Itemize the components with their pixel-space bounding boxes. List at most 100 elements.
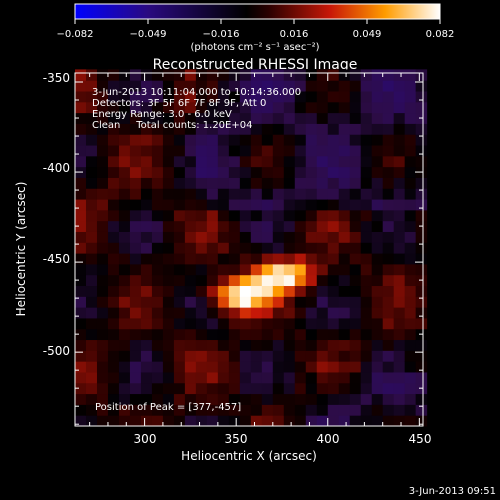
heatmap-cell (151, 415, 164, 427)
heatmap-cell (338, 415, 351, 427)
x-axis-label: Heliocentric X (arcsec) (181, 449, 317, 463)
heatmap-cell (129, 242, 142, 254)
heatmap-cell (415, 188, 428, 200)
heatmap-cell (283, 177, 296, 189)
heatmap-cell (415, 123, 428, 135)
heatmap-cell (349, 361, 362, 373)
heatmap-cell (118, 307, 131, 319)
heatmap-cell (118, 371, 131, 384)
heatmap-cell (75, 350, 87, 362)
heatmap-cell (393, 177, 406, 189)
heatmap-cell (360, 209, 373, 222)
heatmap-cell (415, 361, 428, 373)
heatmap-cell (162, 177, 175, 189)
heatmap-cell (173, 253, 186, 265)
heatmap-cell (206, 134, 219, 146)
heatmap-cell (404, 382, 417, 395)
heatmap-cell (360, 350, 373, 362)
heatmap-cell (195, 382, 208, 395)
heatmap-cell (217, 134, 230, 146)
heatmap-cell (195, 253, 208, 265)
heatmap-cell (272, 80, 285, 92)
y-tick-label: -450 (43, 252, 70, 266)
heatmap-cell (195, 317, 208, 330)
heatmap-cell (107, 80, 120, 92)
heatmap-cell (261, 69, 274, 81)
heatmap-cell (327, 328, 340, 341)
heatmap-cell (85, 317, 98, 330)
heatmap-cell (228, 253, 241, 265)
heatmap-cell (393, 253, 406, 265)
heatmap-cell (85, 231, 98, 243)
heatmap-cell (272, 145, 285, 157)
heatmap-cell (96, 231, 109, 243)
heatmap-cell (327, 112, 340, 124)
heatmap-cell (305, 285, 318, 297)
heatmap-cell (206, 220, 219, 232)
heatmap-cell (250, 134, 263, 146)
heatmap-cell (129, 112, 142, 124)
heatmap-cell (206, 209, 219, 222)
heatmap-cell (118, 80, 131, 92)
heatmap-cell (239, 220, 252, 232)
heatmap-cell (371, 382, 384, 395)
heatmap-cell (206, 80, 219, 92)
heatmap-cell (272, 242, 285, 254)
heatmap-cell (283, 188, 296, 200)
heatmap-cell (338, 177, 351, 189)
heatmap-cell (75, 199, 87, 211)
heatmap-cell (96, 317, 109, 330)
heatmap-cell (118, 274, 131, 287)
heatmap-cell (217, 274, 230, 287)
heatmap-cell (316, 361, 329, 373)
heatmap-cell (217, 317, 230, 330)
heatmap-cell (261, 350, 274, 362)
heatmap-cell (107, 350, 120, 362)
heatmap-cell (228, 339, 241, 351)
heatmap-cell (261, 253, 274, 265)
heatmap-cell (294, 166, 307, 178)
heatmap-cell (349, 80, 362, 92)
heatmap-cell (107, 393, 120, 405)
heatmap-cell (118, 145, 131, 157)
heatmap-cell (283, 415, 296, 427)
heatmap-cell (129, 231, 142, 243)
heatmap-cell (338, 145, 351, 157)
heatmap-cell (217, 231, 230, 243)
heatmap-cell (360, 199, 373, 211)
heatmap-cell (162, 123, 175, 135)
heatmap-cell (151, 393, 164, 405)
heatmap-cell (173, 145, 186, 157)
heatmap-cell (360, 371, 373, 384)
heatmap-cell (129, 415, 142, 427)
heatmap-cell (217, 177, 230, 189)
heatmap-cell (118, 209, 131, 222)
heatmap-cell (75, 307, 87, 319)
heatmap-cell (382, 155, 395, 168)
heatmap-cell (107, 101, 120, 114)
heatmap-cell (360, 274, 373, 287)
heatmap-cell (129, 177, 142, 189)
heatmap-cell (118, 242, 131, 254)
heatmap-cell (294, 350, 307, 362)
heatmap-cell (294, 274, 307, 287)
heatmap-cell (371, 328, 384, 341)
heatmap-cell (75, 253, 87, 265)
heatmap-cell (129, 134, 142, 146)
heatmap-cell (96, 361, 109, 373)
heatmap-cell (96, 101, 109, 114)
heatmap-cell (382, 199, 395, 211)
heatmap-cell (129, 188, 142, 200)
heatmap-cell (96, 404, 109, 416)
heatmap-cell (107, 69, 120, 81)
heatmap-cell (162, 199, 175, 211)
heatmap-cell (195, 166, 208, 178)
heatmap-cell (261, 145, 274, 157)
heatmap-cell (327, 404, 340, 416)
heatmap-cell (217, 339, 230, 351)
heatmap-cell (173, 134, 186, 146)
heatmap-cell (173, 393, 186, 405)
heatmap-cell (162, 242, 175, 254)
heatmap-cell (371, 112, 384, 124)
heatmap-cell (316, 317, 329, 330)
